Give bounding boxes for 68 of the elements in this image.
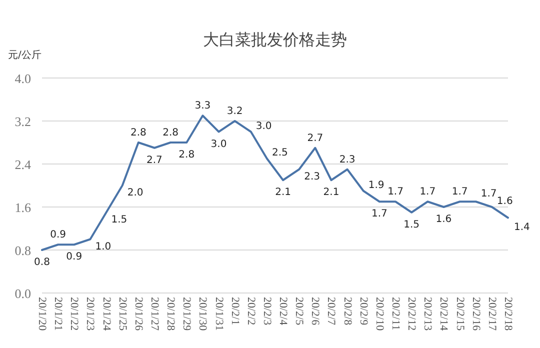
x-tick-label: 20/2/7	[325, 297, 338, 326]
x-tick-label: 20/2/15	[454, 297, 466, 332]
data-label: 1.7	[371, 208, 388, 220]
data-label: 0.9	[66, 252, 82, 263]
data-label: 2.8	[178, 150, 195, 160]
data-label: 2.3	[339, 154, 356, 166]
x-tick-label: 20/2/5	[293, 297, 306, 326]
y-tick-label: 3.2	[14, 114, 31, 129]
y-tick-label: 1.6	[14, 200, 32, 215]
data-label: 2.7	[307, 132, 324, 144]
data-label: 1.7	[420, 186, 436, 198]
data-label: 2.5	[272, 148, 288, 159]
y-tick-label: 0.8	[14, 243, 31, 258]
x-tick-label: 20/2/16	[470, 297, 482, 332]
x-tick-label: 20/1/26	[132, 297, 144, 332]
x-tick-label: 20/2/2	[244, 297, 257, 326]
data-label: 3.3	[194, 100, 211, 112]
y-tick-label: 4.0	[14, 71, 31, 86]
x-tick-label: 20/2/3	[260, 297, 273, 326]
chart-title: 大白菜批发价格走势	[203, 30, 347, 49]
x-tick-label: 20/2/14	[438, 297, 450, 332]
x-tick-label: 20/2/12	[406, 297, 418, 331]
data-label: 2.1	[275, 187, 291, 198]
x-tick-label: 20/1/24	[100, 297, 112, 332]
data-label: 1.9	[368, 180, 384, 191]
data-label: 2.8	[162, 128, 179, 138]
data-label: 1.6	[496, 196, 513, 207]
data-label: 3.0	[256, 120, 272, 132]
data-label: 3.0	[210, 138, 227, 150]
x-tick-label: 20/2/10	[373, 297, 386, 332]
data-label: 2.8	[130, 128, 146, 138]
data-label: 2.1	[323, 187, 340, 198]
data-label: 1.5	[404, 219, 420, 230]
x-tick-label: 20/2/13	[422, 297, 434, 332]
data-label: 2.3	[304, 171, 320, 182]
data-label: 0.9	[50, 230, 66, 241]
x-tick-label: 20/2/11	[390, 297, 402, 330]
x-tick-label: 20/1/25	[116, 297, 128, 332]
x-tick-label: 20/2/4	[277, 297, 290, 326]
x-tick-label: 20/1/27	[148, 297, 160, 332]
x-tick-label: 20/1/21	[52, 297, 64, 331]
x-tick-label: 20/1/20	[36, 297, 48, 332]
x-tick-label: 20/1/30	[196, 297, 209, 332]
data-label: 1.4	[514, 222, 530, 233]
x-tick-label: 20/2/18	[502, 297, 514, 332]
data-label: 1.0	[95, 241, 112, 252]
y-axis-title: 元/公斤	[8, 49, 42, 61]
data-label: 1.7	[452, 186, 468, 198]
x-tick-label: 20/2/17	[486, 297, 498, 332]
x-tick-label: 20/1/23	[84, 297, 96, 332]
x-tick-label: 20/1/22	[68, 297, 80, 331]
data-label: 2.7	[146, 154, 162, 166]
data-label: 2.0	[127, 188, 144, 198]
x-tick-label: 20/2/1	[228, 297, 241, 326]
y-tick-label: 2.4	[14, 157, 32, 172]
x-tick-label: 20/1/29	[180, 297, 193, 332]
x-tick-label: 20/2/6	[309, 297, 322, 326]
y-tick-label: 0.0	[14, 286, 31, 301]
x-tick-label: 20/1/28	[164, 297, 177, 332]
data-label: 1.7	[480, 188, 497, 200]
x-tick-label: 20/2/9	[357, 297, 370, 326]
data-label: 1.6	[436, 214, 452, 225]
x-tick-label: 20/2/8	[341, 297, 354, 326]
x-tick-label: 20/1/31	[212, 297, 225, 331]
data-label: 1.5	[111, 214, 128, 226]
data-label: 0.8	[34, 257, 50, 268]
data-label: 3.2	[226, 106, 243, 117]
data-label: 1.7	[388, 186, 404, 198]
